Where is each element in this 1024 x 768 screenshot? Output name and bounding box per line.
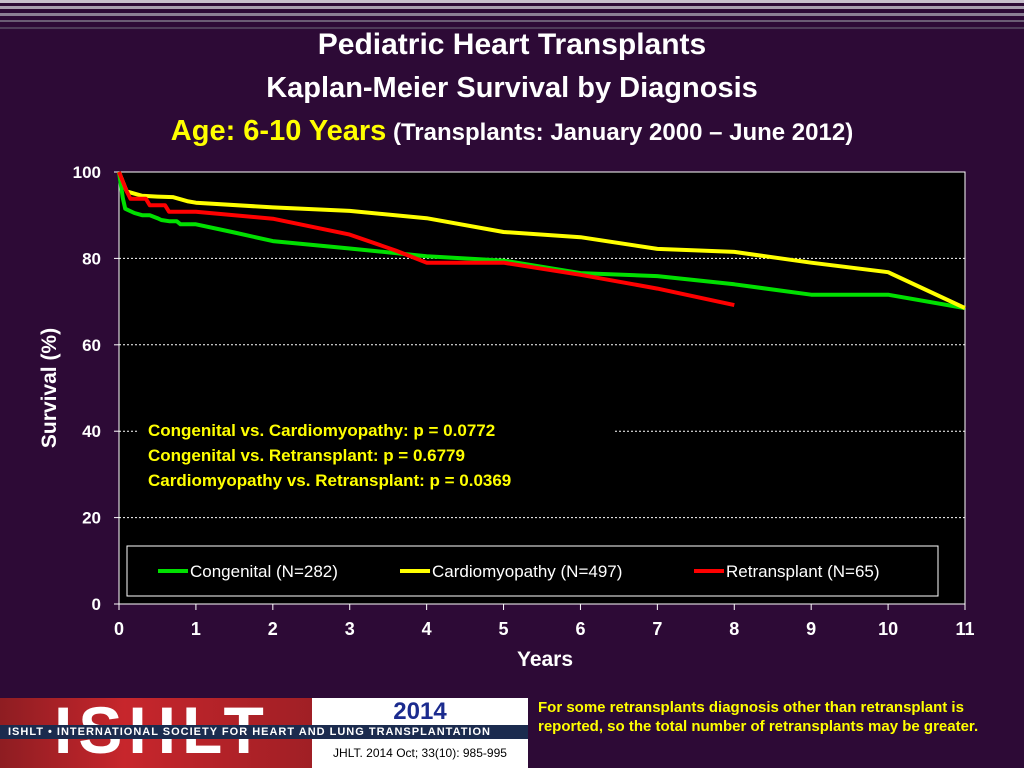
age-label: Age: 6-10 Years (170, 115, 387, 147)
p-value-annotation: Congenital vs. Cardiomyopathy: p = 0.077… (148, 421, 495, 440)
legend-label: Cardiomyopathy (N=497) (432, 562, 622, 581)
p-value-annotation: Congenital vs. Retransplant: p = 0.6779 (148, 446, 465, 465)
page-title: Pediatric Heart Transplants (317, 28, 707, 61)
x-tick-label: 3 (345, 619, 355, 639)
legend-label: Congenital (N=282) (190, 562, 338, 581)
x-tick-label: 5 (499, 619, 509, 639)
x-tick-label: 8 (729, 619, 739, 639)
x-axis-label: Years (517, 648, 573, 671)
period-label: (Transplants: January 2000 – June 2012) (392, 119, 854, 146)
y-tick-label: 20 (82, 509, 101, 528)
y-tick-label: 80 (82, 249, 101, 268)
x-tick-label: 2 (268, 619, 278, 639)
x-tick-label: 11 (955, 619, 974, 639)
y-tick-label: 60 (82, 336, 101, 355)
ishlt-logo: ISHLT ISHLT • INTERNATIONAL SOCIETY FOR … (0, 693, 528, 768)
x-tick-label: 0 (114, 619, 124, 639)
logo-year: 2014 (393, 698, 447, 725)
page-subtitle: Kaplan-Meier Survival by Diagnosis (266, 72, 758, 104)
legend-label: Retransplant (N=65) (726, 562, 880, 581)
y-tick-label: 40 (82, 422, 101, 441)
annotation-box (139, 410, 615, 497)
y-tick-label: 0 (92, 595, 101, 614)
series-line-2 (117, 171, 966, 310)
x-tick-label: 9 (806, 619, 816, 639)
y-tick-label: 100 (73, 163, 101, 182)
y-axis-label: Survival (%) (38, 328, 61, 448)
legend-box (126, 545, 939, 597)
survival-chart: 0 20 40 60 80 100 0 1 2 3 4 5 6 7 8 9 10 11 Years Survival … (38, 163, 975, 671)
series-line-1 (117, 171, 966, 311)
top-decorative-stripes (0, 0, 1024, 30)
x-tick-label: 4 (422, 619, 432, 639)
logo-band: ISHLT • INTERNATIONAL SOCIETY FOR HEART … (0, 725, 528, 739)
x-tick-label: 7 (652, 619, 662, 639)
x-tick-label: 10 (878, 619, 898, 639)
p-value-annotation: Cardiomyopathy vs. Retransplant: p = 0.0… (148, 471, 511, 490)
age-and-period: Age: 6-10 Years (Transplants: January 20… (0, 115, 1024, 148)
x-tick-label: 1 (191, 619, 201, 639)
footnote: For some retransplants diagnosis other t… (538, 699, 979, 735)
plot-area (118, 171, 966, 605)
x-tick-label: 6 (575, 619, 585, 639)
logo-citation: JHLT. 2014 Oct; 33(10): 985-995 (333, 746, 507, 760)
series-line-3 (117, 171, 735, 308)
